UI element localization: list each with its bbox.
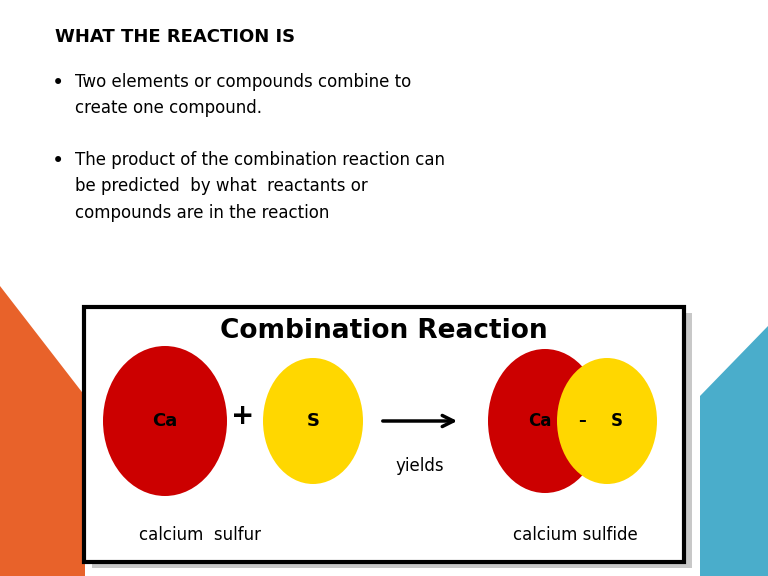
Text: calcium  sulfur: calcium sulfur [139, 526, 261, 544]
FancyBboxPatch shape [92, 313, 692, 568]
Text: •: • [52, 151, 65, 171]
Text: S: S [306, 412, 319, 430]
Polygon shape [0, 286, 85, 576]
Text: Combination Reaction: Combination Reaction [220, 318, 548, 344]
Text: +: + [231, 402, 255, 430]
Text: yields: yields [396, 457, 445, 475]
Ellipse shape [488, 349, 602, 493]
Text: WHAT THE REACTION IS: WHAT THE REACTION IS [55, 28, 295, 46]
Text: Ca: Ca [152, 412, 177, 430]
Text: S: S [611, 412, 623, 430]
Text: Ca: Ca [528, 412, 551, 430]
Text: calcium sulfide: calcium sulfide [512, 526, 637, 544]
Text: The product of the combination reaction can
be predicted  by what  reactants or
: The product of the combination reaction … [75, 151, 445, 222]
FancyBboxPatch shape [84, 307, 684, 562]
Text: •: • [52, 73, 65, 93]
Text: –: – [578, 414, 586, 429]
Ellipse shape [103, 346, 227, 496]
Text: Two elements or compounds combine to
create one compound.: Two elements or compounds combine to cre… [75, 73, 411, 118]
Ellipse shape [557, 358, 657, 484]
Ellipse shape [263, 358, 363, 484]
Polygon shape [700, 326, 768, 576]
